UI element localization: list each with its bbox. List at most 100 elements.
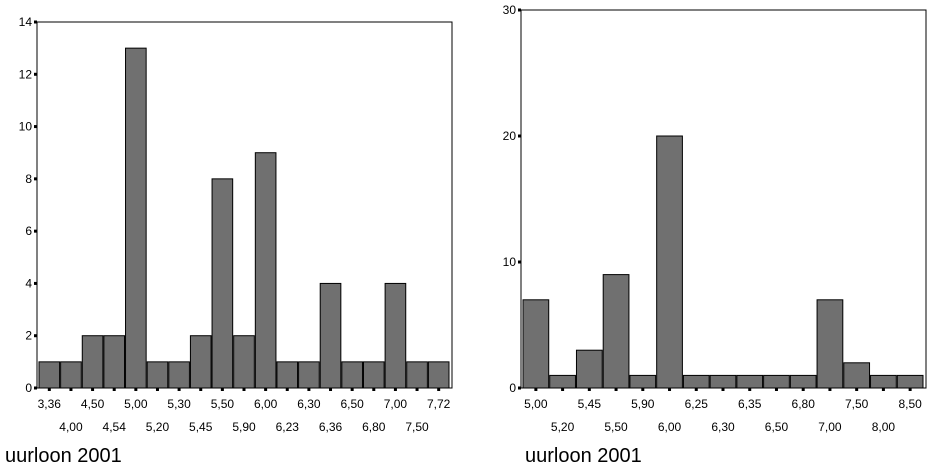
bar bbox=[629, 374, 657, 389]
x-tick-mark bbox=[177, 388, 181, 391]
x-tick-label: 5,50 bbox=[604, 420, 628, 434]
y-tick-label: 30 bbox=[503, 3, 517, 17]
y-tick-label: 10 bbox=[19, 120, 33, 134]
y-tick-label: 14 bbox=[19, 15, 33, 29]
x-tick-label: 6,35 bbox=[738, 397, 762, 411]
bar bbox=[319, 282, 342, 389]
bar bbox=[103, 335, 126, 389]
bar bbox=[254, 152, 277, 389]
x-tick-label: 7,00 bbox=[818, 420, 842, 434]
y-tick-mark bbox=[518, 260, 521, 264]
x-tick-mark bbox=[307, 388, 311, 391]
x-tick-label: 5,20 bbox=[146, 420, 170, 434]
y-tick-label: 12 bbox=[19, 67, 33, 81]
y-tick-mark bbox=[34, 177, 37, 181]
y-tick-mark bbox=[34, 229, 37, 233]
bar bbox=[38, 361, 61, 389]
x-tick-mark bbox=[561, 388, 565, 391]
y-tick-mark bbox=[34, 281, 37, 285]
y-tick-label: 6 bbox=[25, 224, 32, 238]
x-tick-mark bbox=[329, 388, 333, 391]
x-tick-label: 6,50 bbox=[765, 420, 789, 434]
x-tick-label: 5,90 bbox=[232, 420, 256, 434]
chart-left: 0 2 4 6 8 10 12 14 3,36 4,00 4,50 4,54 5,00 5,20 5,30 5… bbox=[5, 15, 453, 467]
bar bbox=[168, 361, 190, 389]
x-tick-mark bbox=[774, 388, 778, 391]
bar bbox=[549, 374, 576, 389]
x-tick-mark bbox=[908, 388, 912, 391]
x-tick-label: 3,36 bbox=[38, 397, 62, 411]
bar bbox=[736, 374, 764, 389]
x-axis-label: uurloon 2001 bbox=[5, 445, 122, 467]
x-tick-mark bbox=[199, 388, 203, 391]
x-tick-mark bbox=[694, 388, 698, 391]
x-tick-label: 6,30 bbox=[711, 420, 735, 434]
x-tick-mark bbox=[721, 388, 725, 391]
y-tick-mark bbox=[34, 334, 37, 338]
x-tick-label: 4,00 bbox=[59, 420, 83, 434]
x-tick-mark bbox=[855, 388, 859, 391]
x-tick-label: 6,50 bbox=[340, 397, 364, 411]
bar bbox=[896, 374, 924, 389]
x-tick-label: 6,23 bbox=[276, 420, 300, 434]
x-tick-label: 6,80 bbox=[362, 420, 386, 434]
plot-frame bbox=[520, 9, 927, 389]
x-tick-label: 6,36 bbox=[319, 420, 343, 434]
x-tick-label: 5,90 bbox=[631, 397, 655, 411]
x-tick-mark bbox=[437, 388, 441, 391]
x-tick-label: 5,00 bbox=[124, 397, 148, 411]
x-tick-label: 7,50 bbox=[845, 397, 869, 411]
x-tick-mark bbox=[801, 388, 805, 391]
y-tick-label: 0 bbox=[509, 381, 516, 395]
y-tick-mark bbox=[518, 134, 521, 138]
x-tick-label: 6,00 bbox=[254, 397, 278, 411]
x-tick-label: 6,30 bbox=[297, 397, 321, 411]
x-tick-label: 4,54 bbox=[103, 420, 127, 434]
x-tick-label: 7,00 bbox=[384, 397, 408, 411]
x-tick-label: 7,72 bbox=[427, 397, 451, 411]
x-tick-label: 8,50 bbox=[898, 397, 922, 411]
x-tick-mark bbox=[614, 388, 618, 391]
x-tick-label: 5,45 bbox=[578, 397, 602, 411]
bar bbox=[146, 361, 169, 389]
x-tick-label: 4,50 bbox=[81, 397, 105, 411]
y-tick-label: 4 bbox=[25, 276, 32, 290]
x-tick-mark bbox=[134, 388, 138, 391]
y-tick-mark bbox=[518, 8, 521, 12]
x-tick-mark bbox=[47, 388, 51, 391]
x-tick-label: 6,80 bbox=[792, 397, 816, 411]
x-tick-mark bbox=[668, 388, 672, 391]
bar bbox=[656, 135, 683, 389]
bar bbox=[816, 299, 844, 389]
x-tick-mark bbox=[641, 388, 645, 391]
x-tick-mark bbox=[748, 388, 752, 391]
x-tick-mark bbox=[242, 388, 246, 391]
x-tick-label: 7,50 bbox=[405, 420, 429, 434]
bar bbox=[843, 362, 871, 389]
bar bbox=[522, 299, 550, 389]
bar bbox=[575, 349, 603, 389]
y-tick-label: 20 bbox=[503, 129, 517, 143]
bar bbox=[189, 335, 212, 389]
x-tick-mark bbox=[393, 388, 397, 391]
bar bbox=[298, 361, 320, 389]
y-tick-mark bbox=[34, 386, 37, 390]
x-tick-mark bbox=[828, 388, 832, 391]
x-tick-mark bbox=[155, 388, 159, 391]
y-tick-mark bbox=[34, 125, 37, 129]
bar bbox=[763, 374, 790, 389]
bar bbox=[427, 361, 450, 389]
bar bbox=[870, 374, 897, 389]
x-tick-label: 5,45 bbox=[189, 420, 213, 434]
y-tick-label: 10 bbox=[503, 255, 517, 269]
x-tick-mark bbox=[112, 388, 116, 391]
x-tick-label: 5,20 bbox=[551, 420, 575, 434]
chart-right: 01020305,005,205,455,505,906,006,256,306… bbox=[503, 3, 927, 467]
x-tick-mark bbox=[881, 388, 885, 391]
x-tick-mark bbox=[534, 388, 538, 391]
x-tick-mark bbox=[91, 388, 95, 391]
x-tick-mark bbox=[285, 388, 289, 391]
y-tick-label: 8 bbox=[25, 172, 32, 186]
bar bbox=[81, 335, 104, 389]
bar bbox=[602, 274, 630, 389]
